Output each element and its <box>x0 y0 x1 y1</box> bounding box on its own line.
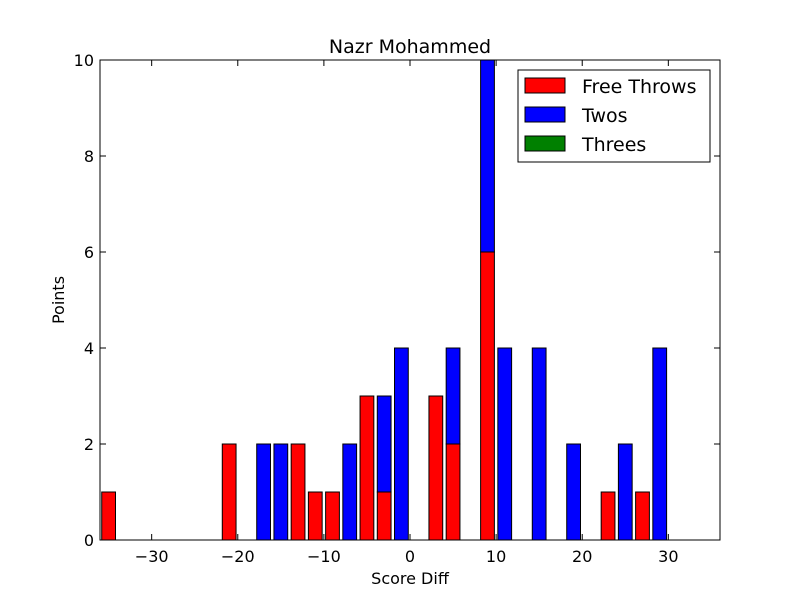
bar-twos-10 <box>273 443 289 541</box>
bar-twos-9 <box>256 443 272 541</box>
y-tick-label: 4 <box>84 339 94 358</box>
x-tick-label: 30 <box>658 547 678 566</box>
legend-swatch-twos <box>524 106 566 123</box>
bar-free-throws-16 <box>376 491 392 541</box>
bar-free-throws-20 <box>445 443 461 541</box>
bar-twos-30 <box>617 443 633 541</box>
bar-twos-22 <box>480 59 495 253</box>
legend: Free Throws Twos Threes <box>517 69 711 163</box>
bar-free-throws-7 <box>221 443 237 541</box>
bar-twos-25 <box>531 347 547 541</box>
bar-free-throws-12 <box>307 491 323 541</box>
bar-free-throws-11 <box>290 443 306 541</box>
bar-twos-27 <box>566 443 582 541</box>
y-axis-label: Points <box>49 276 68 324</box>
legend-label-free-throws: Free Throws <box>582 76 696 98</box>
chart-title: Nazr Mohammed <box>329 36 491 58</box>
bar-free-throws-0 <box>101 491 116 541</box>
y-tick-label: 8 <box>84 147 94 166</box>
bar-twos-20 <box>445 347 461 445</box>
x-axis-label: Score Diff <box>371 569 450 588</box>
x-tick-label: 10 <box>486 547 506 566</box>
legend-label-twos: Twos <box>581 105 628 127</box>
y-tick-label: 0 <box>84 531 94 550</box>
legend-swatch-free-throws <box>524 77 566 94</box>
bar-free-throws-13 <box>325 491 340 541</box>
y-tick-label: 6 <box>84 243 94 262</box>
legend-label-threes: Threes <box>581 134 646 156</box>
bar-twos-17 <box>394 347 409 541</box>
x-tick-label: −30 <box>135 547 169 566</box>
x-axis-ticks: −30 −20 −10 0 10 20 30 <box>135 60 679 566</box>
y-axis-ticks: 0 2 4 6 8 10 <box>74 51 720 550</box>
bar-free-throws-19 <box>428 395 444 541</box>
bar-twos-16 <box>376 395 392 493</box>
y-tick-label: 10 <box>74 51 94 70</box>
x-tick-label: 0 <box>405 547 415 566</box>
bar-free-throws-29 <box>600 491 616 541</box>
bar-twos-14 <box>342 443 358 541</box>
bar-free-throws-22 <box>480 251 495 541</box>
bar-free-throws-31 <box>635 491 650 541</box>
x-tick-label: −10 <box>307 547 341 566</box>
y-tick-label: 2 <box>84 435 94 454</box>
bar-free-throws-15 <box>359 395 375 541</box>
bar-twos-23 <box>497 347 513 541</box>
x-tick-label: 20 <box>572 547 592 566</box>
bar-twos-32 <box>652 347 668 541</box>
x-tick-label: −20 <box>221 547 255 566</box>
legend-swatch-threes <box>524 135 566 152</box>
